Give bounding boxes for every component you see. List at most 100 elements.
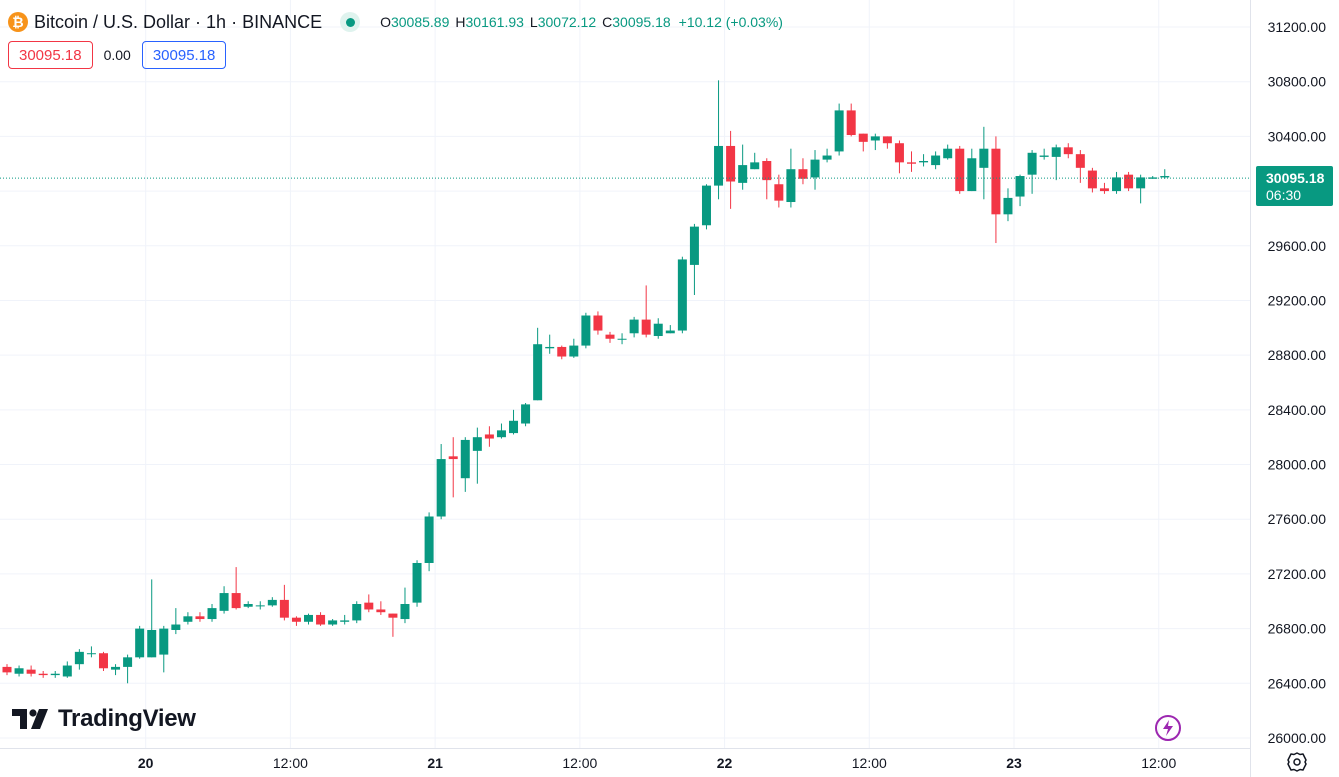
candle-body <box>412 562 422 603</box>
candle-body <box>171 624 181 630</box>
quote-row: 30095.18 0.00 30095.18 <box>8 41 227 69</box>
candle-body <box>255 605 265 607</box>
candle-body <box>701 185 711 226</box>
brand-name: TradingView <box>58 705 196 732</box>
candle-body <box>424 516 434 563</box>
y-tick-label: 27600.00 <box>1268 511 1327 527</box>
candle-body <box>147 629 157 658</box>
candle-body <box>822 155 832 160</box>
candle-body <box>376 609 386 613</box>
candle-body <box>738 165 748 183</box>
candle-body <box>1063 147 1073 155</box>
candle-body <box>810 159 820 178</box>
candle-body <box>291 617 301 622</box>
x-tick-label: 12:00 <box>852 755 887 771</box>
candle-body <box>629 319 639 334</box>
candle-body <box>14 668 24 674</box>
close-label: C <box>602 14 613 30</box>
settings-icon[interactable] <box>1287 752 1307 772</box>
x-tick-label: 20 <box>138 755 154 771</box>
candle-body <box>1075 154 1085 168</box>
candle-body <box>798 169 808 179</box>
candle-body <box>279 599 289 618</box>
last-price-tag: 30095.18 06:30 <box>1256 166 1333 206</box>
candle-body <box>183 616 193 622</box>
candle-body <box>328 620 338 625</box>
candle-body <box>26 669 36 674</box>
candle-body <box>1124 174 1134 189</box>
candle-body <box>907 162 916 164</box>
y-tick-label: 30400.00 <box>1268 128 1327 144</box>
candle-body <box>86 653 96 655</box>
open-label: O <box>380 14 391 30</box>
candle-body <box>316 614 326 625</box>
candle-body <box>677 259 687 331</box>
candle-body <box>617 338 627 340</box>
candle-body <box>1112 177 1122 192</box>
candle-body <box>1160 176 1170 178</box>
candle-body <box>388 613 398 618</box>
candle-body <box>786 169 796 203</box>
candle-body <box>135 628 145 658</box>
symbol-title[interactable]: Bitcoin / U.S. Dollar · 1h · BINANCE <box>34 11 323 32</box>
candle-body <box>1003 197 1013 215</box>
close-value: 30095.18 <box>612 14 671 30</box>
ohlc-legend: O 30085.89 H 30161.93 L 30072.12 C 30095.18 … <box>380 14 783 30</box>
candle-body <box>2 666 12 673</box>
candle-body <box>340 620 350 622</box>
sell-price-button[interactable]: 30095.18 <box>8 41 93 69</box>
lightning-icon[interactable] <box>1155 715 1181 741</box>
candle-body <box>243 604 253 607</box>
candle-body <box>726 145 736 182</box>
high-label: H <box>455 14 466 30</box>
candle-body <box>653 323 663 337</box>
market-open-icon <box>340 12 361 32</box>
candle-body <box>436 459 446 517</box>
candle-body <box>665 330 675 334</box>
candle-body <box>919 160 929 163</box>
y-tick-label: 26000.00 <box>1268 730 1327 746</box>
candle-body <box>159 628 169 655</box>
candle-body <box>593 315 603 331</box>
y-tick-label: 29200.00 <box>1268 292 1327 308</box>
y-tick-label: 26400.00 <box>1268 675 1327 691</box>
buy-price-button[interactable]: 30095.18 <box>141 41 227 69</box>
candle-body <box>1015 176 1025 197</box>
candle-body <box>207 608 217 620</box>
x-tick-label: 21 <box>427 755 443 771</box>
candle-body <box>509 420 519 434</box>
bitcoin-icon[interactable]: ₿ <box>8 12 28 32</box>
candle-body <box>1039 155 1049 157</box>
candle-body <box>882 136 892 144</box>
candle-body <box>98 653 108 669</box>
candle-body <box>195 616 205 620</box>
change-value: +10.12 (+0.03%) <box>678 14 783 30</box>
candle-body <box>484 434 494 439</box>
candle-body <box>605 334 615 339</box>
candle-body <box>496 430 506 438</box>
symbol-header: ₿ Bitcoin / U.S. Dollar · 1h · BINANCE O… <box>8 10 783 34</box>
candle-body <box>569 345 579 357</box>
tradingview-icon <box>12 709 48 729</box>
candle-body <box>219 593 229 611</box>
candle-body <box>967 158 977 192</box>
candle-body <box>304 614 313 622</box>
candle-body <box>545 346 555 349</box>
tradingview-logo[interactable]: TradingView <box>12 705 196 733</box>
y-tick-label: 26800.00 <box>1268 621 1327 637</box>
candle-body <box>1051 147 1061 157</box>
candle-body <box>364 602 374 610</box>
x-tick-label: 12:00 <box>562 755 597 771</box>
candle-body <box>352 604 362 621</box>
candle-body <box>1136 177 1146 189</box>
last-price-value: 30095.18 <box>1266 170 1325 186</box>
candle-body <box>521 404 531 424</box>
low-label: L <box>529 14 538 30</box>
candle-body <box>955 148 965 192</box>
low-value: 30072.12 <box>537 14 597 30</box>
y-tick-label: 29600.00 <box>1268 238 1327 254</box>
candle-body <box>834 110 844 152</box>
y-tick-label: 28000.00 <box>1268 457 1327 473</box>
candle-body <box>50 673 60 676</box>
